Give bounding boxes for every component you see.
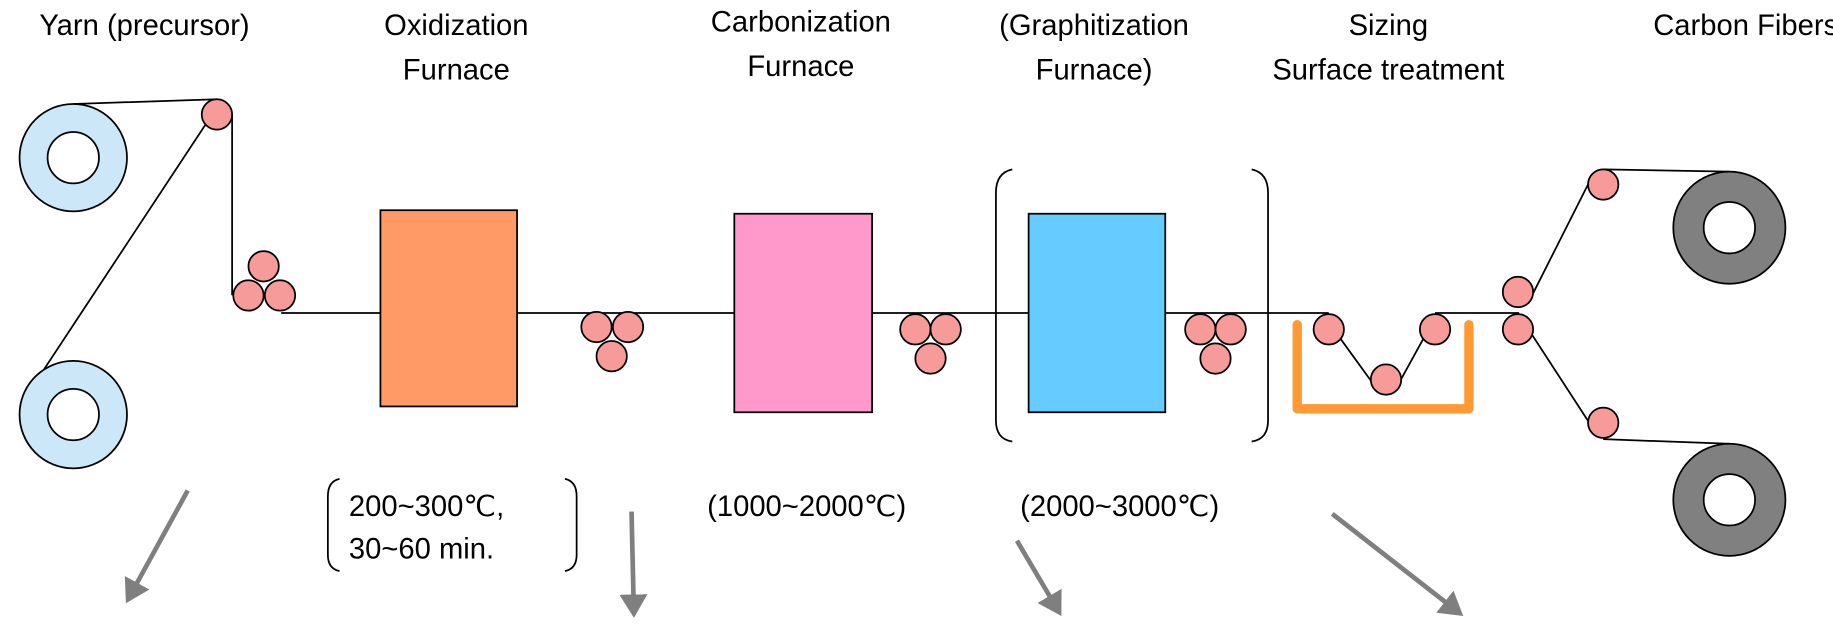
stage-label: Furnace) <box>1036 54 1153 86</box>
stage-label: Carbon Fibers <box>1653 10 1833 42</box>
condition-bracket <box>326 477 578 572</box>
sizing-bath <box>1292 320 1474 414</box>
stage-label: Furnace <box>747 51 854 83</box>
condition-text: 200~300℃, <box>349 491 504 523</box>
stage-label: Sizing <box>1349 10 1429 42</box>
stage-label: Surface treatment <box>1272 54 1504 86</box>
stage-label: Carbonization <box>711 7 891 39</box>
carbon-fiber-spools <box>1672 170 1787 557</box>
stage-label: (Graphitization <box>999 10 1189 42</box>
condition-text: 30~60 min. <box>349 533 494 565</box>
optional-bracket <box>995 168 1269 443</box>
precursor-spools <box>18 103 128 470</box>
oxidization-furnace <box>379 209 518 408</box>
condition-text: (2000~3000℃) <box>1020 491 1219 523</box>
arrows <box>124 489 1464 618</box>
graphitization-furnace <box>1027 212 1167 414</box>
stage-label: Furnace <box>403 54 510 86</box>
carbonization-furnace <box>733 212 873 414</box>
stage-label: Oxidization <box>384 10 528 42</box>
stage-label: Yarn (precursor) <box>39 10 249 42</box>
condition-text: (1000~2000℃) <box>707 491 906 523</box>
rollers <box>200 98 1620 439</box>
